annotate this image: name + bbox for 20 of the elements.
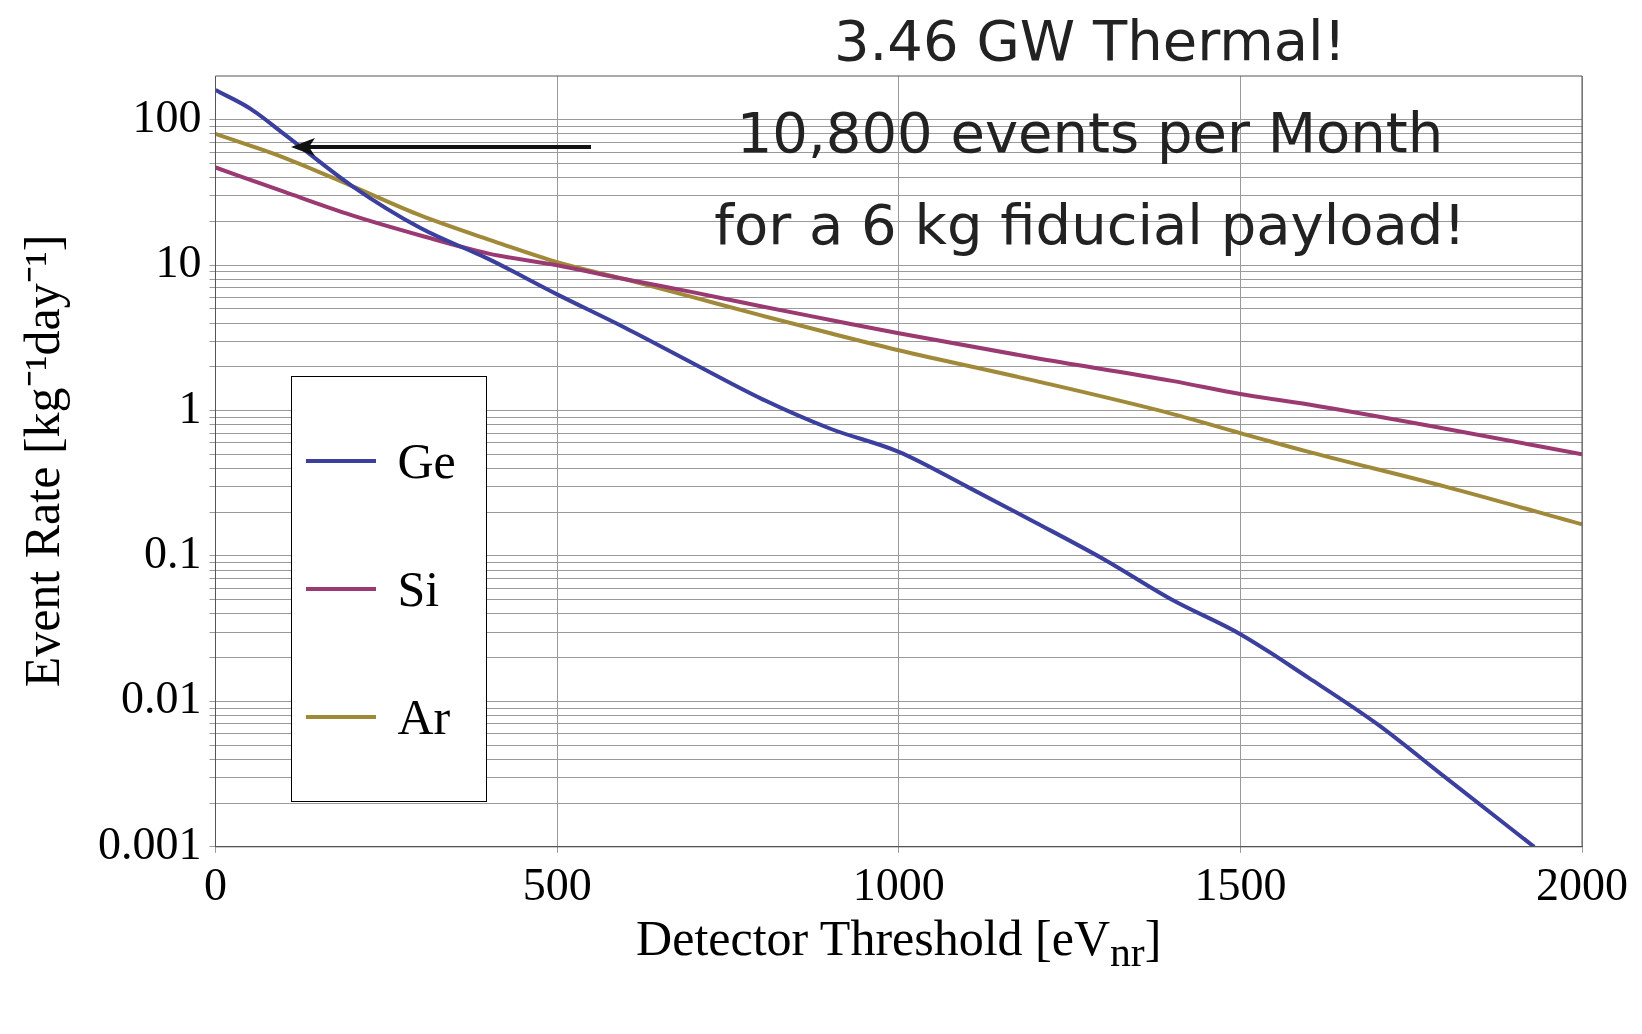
x-tick-label: 2000 (1536, 859, 1628, 911)
legend-label: Si (397, 560, 440, 618)
x-tick-label: 1500 (1194, 859, 1287, 911)
annotation: for a 6 kg fiducial payload! (714, 192, 1466, 257)
x-tick-label: 0 (204, 859, 227, 911)
x-axis-title: Detector Threshold [eV$_{nr}$] (636, 908, 1162, 976)
line-series (215, 88, 1537, 847)
y-tick-label: 0.01 (121, 672, 202, 724)
y-tick-label: 100 (132, 90, 202, 142)
y-axis-title: Event Rate [kg⁻¹day⁻¹] (13, 235, 71, 688)
x-tick-label: 1000 (852, 859, 945, 911)
annotation: 10,800 events per Month (736, 100, 1444, 165)
legend-label: Ar (397, 688, 451, 746)
y-tick-label: 0.001 (98, 817, 202, 869)
text: 3.46 GW Thermal! (833, 8, 1347, 73)
y-tick-label: 0.1 (144, 527, 202, 579)
x-tick-label: 500 (522, 859, 592, 911)
y-tick-label: 1 (178, 381, 202, 433)
legend-label: Ge (397, 432, 456, 490)
y-tick-label: 10 (155, 236, 202, 288)
